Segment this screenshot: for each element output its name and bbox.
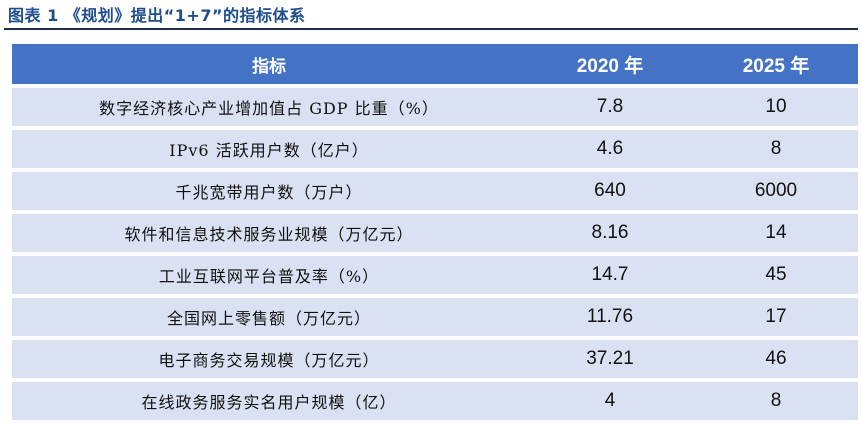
- value-2025-cell: 10: [694, 88, 858, 126]
- indicator-cell: IPv6 活跃用户数（亿户）: [12, 130, 526, 168]
- caption-divider: [4, 28, 858, 30]
- indicator-cell: 千兆宽带用户数（万户）: [12, 172, 526, 210]
- table-row: IPv6 活跃用户数（亿户） 4.6 8: [12, 130, 858, 168]
- value-2020-cell: 8.16: [526, 214, 694, 252]
- header-row: 指标 2020 年 2025 年: [12, 44, 858, 84]
- header-2020: 2020 年: [526, 44, 694, 84]
- value-2025-cell: 45: [694, 256, 858, 294]
- figure-caption: 图表 1 《规划》提出“1+7”的指标体系: [8, 6, 306, 25]
- table-row: 工业互联网平台普及率（%） 14.7 45: [12, 256, 858, 294]
- indicator-table: 指标 2020 年 2025 年 数字经济核心产业增加值占 GDP 比重（%） …: [12, 40, 858, 424]
- value-2020-cell: 11.76: [526, 298, 694, 336]
- indicator-cell: 数字经济核心产业增加值占 GDP 比重（%）: [12, 88, 526, 126]
- table-row: 电子商务交易规模（万亿元） 37.21 46: [12, 340, 858, 378]
- value-2025-cell: 6000: [694, 172, 858, 210]
- indicator-cell: 工业互联网平台普及率（%）: [12, 256, 526, 294]
- indicator-cell: 软件和信息技术服务业规模（万亿元）: [12, 214, 526, 252]
- table-row: 全国网上零售额（万亿元） 11.76 17: [12, 298, 858, 336]
- value-2020-cell: 4.6: [526, 130, 694, 168]
- value-2025-cell: 14: [694, 214, 858, 252]
- indicator-cell: 电子商务交易规模（万亿元）: [12, 340, 526, 378]
- table-row: 数字经济核心产业增加值占 GDP 比重（%） 7.8 10: [12, 88, 858, 126]
- value-2020-cell: 7.8: [526, 88, 694, 126]
- header-indicator: 指标: [12, 44, 526, 84]
- value-2025-cell: 8: [694, 382, 858, 420]
- value-2020-cell: 4: [526, 382, 694, 420]
- table-row: 软件和信息技术服务业规模（万亿元） 8.16 14: [12, 214, 858, 252]
- value-2020-cell: 14.7: [526, 256, 694, 294]
- table-row: 千兆宽带用户数（万户） 640 6000: [12, 172, 858, 210]
- value-2025-cell: 17: [694, 298, 858, 336]
- value-2025-cell: 8: [694, 130, 858, 168]
- value-2020-cell: 37.21: [526, 340, 694, 378]
- table-row: 在线政务服务实名用户规模（亿） 4 8: [12, 382, 858, 420]
- indicator-cell: 在线政务服务实名用户规模（亿）: [12, 382, 526, 420]
- value-2025-cell: 46: [694, 340, 858, 378]
- value-2020-cell: 640: [526, 172, 694, 210]
- indicator-cell: 全国网上零售额（万亿元）: [12, 298, 526, 336]
- header-2025: 2025 年: [694, 44, 858, 84]
